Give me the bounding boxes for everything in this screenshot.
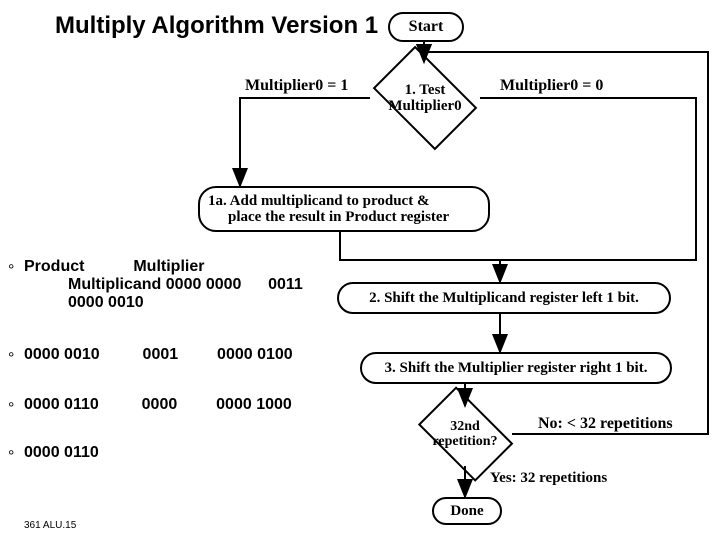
node-test: 1. Test Multiplier0	[365, 58, 485, 138]
trace-row2-multiplicand: 0000 0100	[217, 346, 293, 363]
trace-line3: 0000 0010	[68, 294, 144, 311]
trace-row4-bullet: °	[8, 448, 14, 466]
node-step3-label: 3. Shift the Multiplier register right 1…	[362, 360, 670, 377]
page-title: Multiply Algorithm Version 1	[55, 12, 378, 40]
trace-row2: 0000 0010 0001 0000 0100	[24, 346, 293, 364]
node-done-label: Done	[434, 503, 500, 520]
trace-block: Product Multiplier Multiplicand 0000 000…	[24, 258, 303, 312]
footer: 361 ALU.15	[24, 520, 76, 531]
trace-row3-bullet: °	[8, 400, 14, 418]
node-step1a: 1a. Add multiplicand to product & place …	[198, 186, 490, 232]
node-step1a-line1: 1a. Add multiplicand to product &	[208, 193, 429, 210]
node-step3: 3. Shift the Multiplier register right 1…	[360, 352, 672, 384]
trace-row2-product: 0000 0010	[24, 346, 100, 363]
trace-row3: 0000 0110 0000 0000 1000	[24, 396, 292, 414]
node-test-line1: 1. Test	[405, 82, 446, 98]
trace-row3-product: 0000 0110	[24, 396, 99, 413]
node-step1a-line2: place the result in Product register	[208, 209, 449, 226]
edge-test-left: Multiplier0 = 1	[245, 77, 348, 95]
node-test-line2: Multiplier0	[388, 98, 461, 114]
trace-row4-product: 0000 0110	[24, 444, 99, 461]
node-start: Start	[388, 12, 464, 42]
trace-row3-multiplier: 0000	[142, 396, 178, 413]
trace-row3-multiplicand: 0000 1000	[216, 396, 292, 413]
trace-header-bullet: °	[8, 262, 14, 280]
node-rep-line1: 32nd	[450, 419, 480, 434]
trace-line2: Multiplicand 0000 0000 0011	[68, 276, 303, 293]
node-step2: 2. Shift the Multiplicand register left …	[337, 282, 671, 314]
trace-row4: 0000 0110	[24, 444, 99, 462]
edge-rep-no: No: < 32 repetitions	[538, 415, 673, 433]
node-rep-line2: repetition?	[432, 434, 497, 449]
node-start-label: Start	[390, 18, 462, 36]
node-rep: 32nd repetition?	[410, 398, 520, 470]
edge-rep-yes: Yes: 32 repetitions	[490, 470, 607, 487]
node-step2-label: 2. Shift the Multiplicand register left …	[339, 290, 669, 307]
trace-row2-bullet: °	[8, 350, 14, 368]
trace-row2-multiplier: 0001	[143, 346, 179, 363]
node-done: Done	[432, 497, 502, 525]
edge-test-right: Multiplier0 = 0	[500, 77, 603, 95]
trace-header: Product Multiplier	[24, 258, 204, 275]
